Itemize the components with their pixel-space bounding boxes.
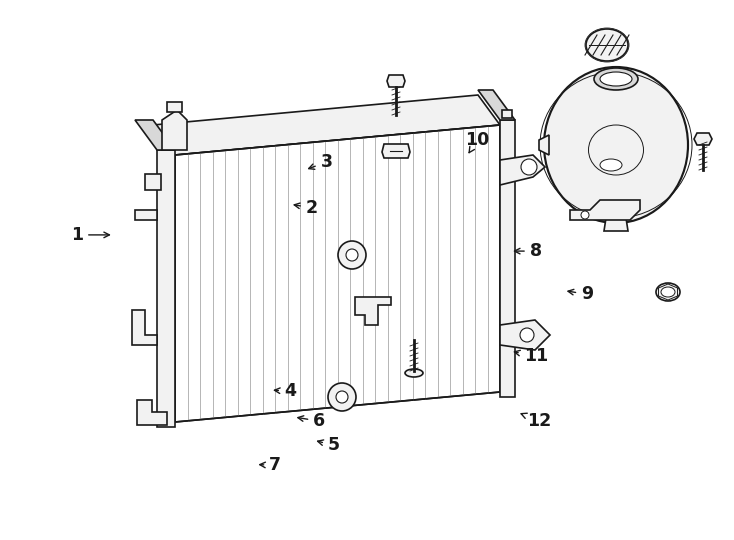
Polygon shape [132,310,157,345]
Polygon shape [157,150,175,427]
Circle shape [581,211,589,219]
Polygon shape [500,320,550,350]
Circle shape [346,249,358,261]
Circle shape [521,159,537,175]
Text: 7: 7 [260,456,281,475]
Polygon shape [570,200,640,220]
Ellipse shape [600,72,632,86]
Ellipse shape [405,369,423,377]
Polygon shape [145,174,161,190]
Ellipse shape [656,283,680,301]
Polygon shape [355,297,391,325]
Text: 9: 9 [568,285,593,303]
Text: 2: 2 [294,199,318,217]
Polygon shape [167,102,182,112]
Ellipse shape [544,67,688,223]
Text: 4: 4 [275,382,296,401]
Polygon shape [387,75,405,87]
Text: 1: 1 [71,226,109,244]
Text: 8: 8 [515,242,542,260]
Circle shape [336,391,348,403]
Text: 5: 5 [318,436,340,455]
Circle shape [328,383,356,411]
Text: 6: 6 [298,412,325,430]
Ellipse shape [586,29,628,61]
Polygon shape [539,135,549,155]
Ellipse shape [600,159,622,171]
Text: 11: 11 [515,347,548,366]
Polygon shape [382,144,410,158]
Text: 10: 10 [465,131,490,153]
Circle shape [520,328,534,342]
Text: 12: 12 [521,412,552,430]
Ellipse shape [661,287,675,297]
Polygon shape [500,155,545,185]
Text: 3: 3 [309,153,333,171]
Circle shape [338,241,366,269]
Polygon shape [478,90,515,120]
Polygon shape [694,133,712,145]
Polygon shape [500,120,515,397]
Polygon shape [135,210,157,220]
Polygon shape [153,95,500,155]
Polygon shape [137,400,167,425]
Ellipse shape [594,68,638,90]
Polygon shape [604,218,628,231]
Polygon shape [502,110,512,118]
Polygon shape [175,125,500,422]
Polygon shape [135,120,175,150]
Polygon shape [162,110,187,150]
